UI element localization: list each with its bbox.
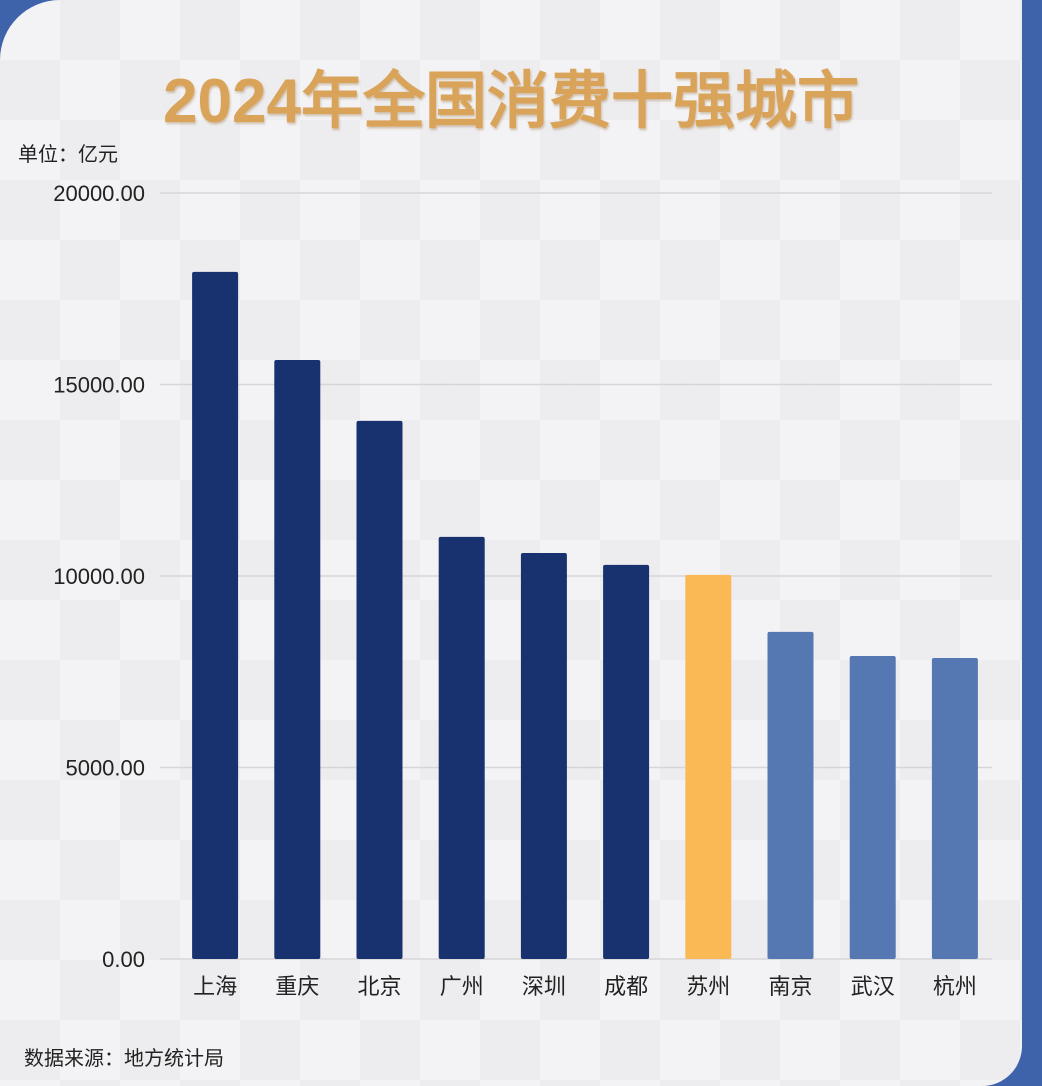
bar [767, 631, 814, 959]
bar [685, 574, 732, 959]
x-tick-label: 重庆 [275, 974, 319, 999]
source-label: 数据来源：地方统计局 [24, 1048, 224, 1070]
unit-label: 单位：亿元 [18, 144, 118, 166]
x-tick-label: 上海 [193, 974, 237, 999]
y-tick-label: 20000.00 [53, 181, 145, 206]
y-tick-label: 5000.00 [65, 756, 145, 781]
x-tick-label: 杭州 [933, 974, 977, 999]
bar [520, 553, 567, 959]
x-tick-label: 北京 [357, 974, 401, 999]
x-tick-label: 苏州 [686, 974, 730, 999]
x-tick-label: 广州 [440, 974, 484, 999]
x-tick-label: 深圳 [522, 974, 566, 999]
x-tick-label: 武汉 [851, 974, 895, 999]
y-tick-label: 0.00 [102, 947, 145, 972]
chart-title: 2024年全国消费十强城市 [163, 67, 859, 136]
bar [356, 420, 403, 959]
bar [192, 271, 239, 959]
x-tick-label: 南京 [768, 974, 812, 999]
y-tick-label: 15000.00 [53, 373, 145, 398]
bar [849, 656, 896, 959]
bar [438, 536, 485, 959]
bar [931, 657, 978, 959]
x-tick-label: 成都 [604, 974, 648, 999]
bar [603, 564, 650, 959]
bar [274, 359, 321, 959]
y-tick-label: 10000.00 [53, 564, 145, 589]
